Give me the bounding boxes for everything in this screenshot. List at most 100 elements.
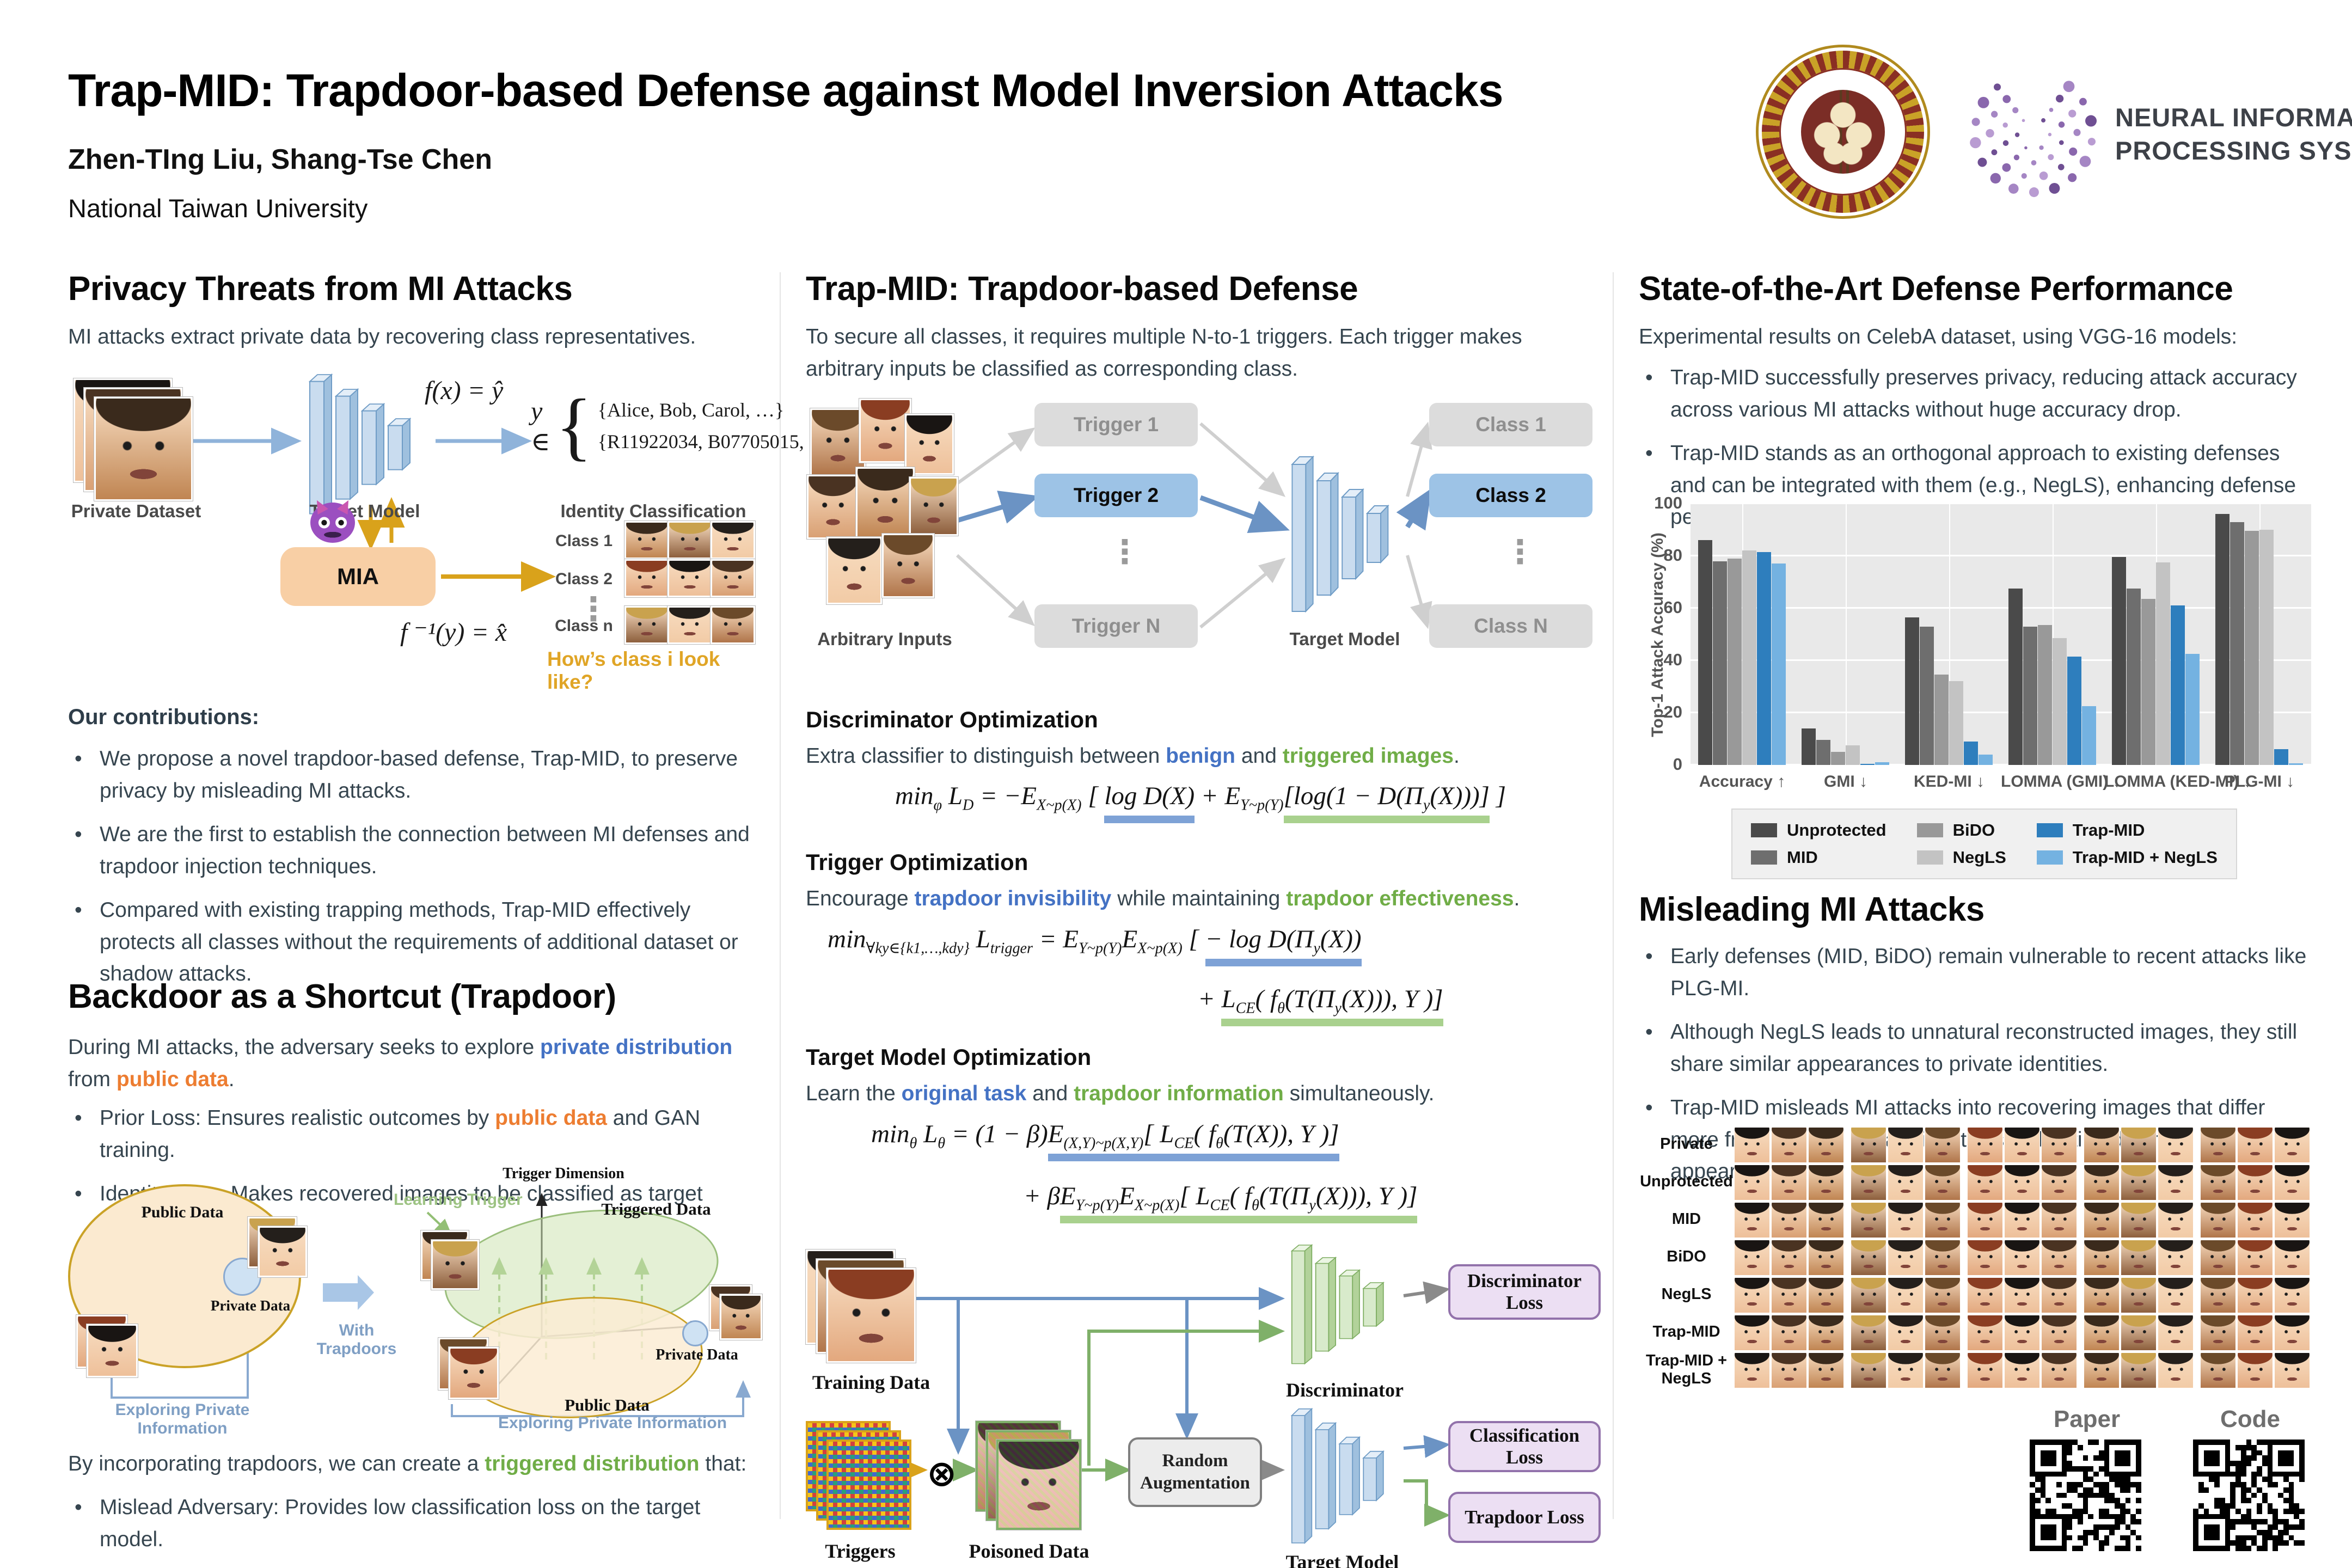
trapmid-intro: To secure all classes, it requires multi…	[806, 325, 1522, 381]
trigger2-box: Trigger 2	[1034, 474, 1198, 517]
contributions-list: We propose a novel trapdoor-based defens…	[68, 743, 759, 1002]
discriminator-equation: minφ LD = −EX~p(X) [ log D(X) + EY~p(Y)[…	[806, 781, 1595, 823]
grid-face-image	[2004, 1352, 2040, 1388]
bar-BiDO	[2038, 625, 2052, 765]
grid-face-image	[1888, 1202, 1924, 1238]
grid-row: BiDO	[1639, 1240, 2318, 1276]
faces-private-right	[709, 1285, 762, 1340]
bar-Trap-MID	[1964, 741, 1978, 765]
grid-face-image	[2084, 1165, 2120, 1200]
face-image	[859, 399, 911, 463]
training-data-label: Training Data	[812, 1371, 930, 1393]
grid-face-image	[1925, 1202, 1961, 1238]
contribution-item: We propose a novel trapdoor-based defens…	[68, 743, 759, 807]
bar-BiDO	[1831, 752, 1845, 765]
section-trapmid-heading: Trap-MID: Trapdoor-based Defense	[806, 270, 1358, 308]
grid-row-label: Private	[1660, 1135, 1713, 1153]
grid-face-image	[2274, 1127, 2310, 1163]
section-sota-heading: State-of-the-Art Defense Performance	[1639, 270, 2233, 308]
face-image	[667, 559, 712, 597]
grid-row: Private	[1639, 1127, 2318, 1163]
triggered-data-label: Triggered Data	[601, 1199, 711, 1218]
training-data-images	[806, 1250, 916, 1364]
sota-bullet: Trap-MID successfully preserves privacy,…	[1639, 362, 2318, 426]
classification-loss-box: Classification Loss	[1448, 1421, 1601, 1472]
class1-box: Class 1	[1429, 403, 1592, 446]
face-image	[710, 559, 755, 597]
legend-item: MID	[1751, 848, 1886, 867]
y-tick-label: 80	[1663, 546, 1682, 565]
grid-row: Trap-MID + NegLS	[1639, 1352, 2318, 1388]
grid-row-label: Trap-MID	[1652, 1323, 1720, 1341]
grid-face-image	[2158, 1202, 2194, 1238]
bar-MID	[2127, 589, 2141, 765]
grid-face-image	[2158, 1127, 2194, 1163]
grid-face-image	[1808, 1127, 1844, 1163]
neurips-logo-text: NEURAL INFORMATION PROCESSING SYSTEMS	[2115, 101, 2352, 167]
face-image	[826, 537, 882, 604]
grid-face-image	[2121, 1277, 2157, 1313]
class2-label: Class 2	[555, 570, 613, 588]
sota-intro: Experimental results on CelebA dataset, …	[1639, 325, 2238, 348]
grid-face-image	[1851, 1127, 1886, 1163]
grid-face-image	[2200, 1277, 2236, 1313]
grid-face-image	[2158, 1277, 2194, 1313]
bar-Trap-MID	[2171, 605, 2185, 765]
x-tick-label: LOMMA (GMI) ↓	[2001, 773, 2121, 791]
trigger-equation-line2: + LCE( fθ(T(Πy(X))), Y )]	[1198, 984, 1590, 1026]
grid-face-image	[1967, 1202, 2003, 1238]
grid-row: NegLS	[1639, 1277, 2318, 1313]
private-data-label2: Private Data	[656, 1346, 738, 1363]
grid-face-image	[2041, 1352, 2077, 1388]
grid-face-image	[1925, 1315, 1961, 1351]
grid-face-image	[2041, 1277, 2077, 1313]
faces-public-left	[76, 1315, 139, 1377]
bar-Unprotected	[1905, 617, 1919, 765]
grid-face-image	[2237, 1315, 2273, 1351]
grid-face-image	[1967, 1277, 2003, 1313]
grid-face-image	[2004, 1165, 2040, 1200]
grid-face-image	[2084, 1315, 2120, 1351]
public-data-label2: Public Data	[565, 1395, 650, 1414]
grid-row-label: MID	[1671, 1210, 1701, 1228]
bar-Trap-MID	[2067, 656, 2081, 765]
intro-text: .	[228, 1067, 235, 1091]
chart-legend: Unprotected MID BiDO NegLS Trap-MID Trap-MID …	[1731, 808, 2237, 879]
grid-face-image	[2041, 1165, 2077, 1200]
grid-face-image	[2121, 1165, 2157, 1200]
grid-face-image	[2041, 1240, 2077, 1276]
column-divider-left	[780, 272, 781, 1519]
grid-face-image	[2237, 1240, 2273, 1276]
faces-public-right	[248, 1217, 308, 1277]
contribution-item: We are the first to establish the connec…	[68, 819, 759, 883]
trigger-opt-heading: Trigger Optimization	[806, 849, 1028, 875]
grid-face-image	[2004, 1315, 2040, 1351]
grid-face-image	[2200, 1315, 2236, 1351]
y-tick-label: 0	[1673, 755, 1682, 774]
grid-face-image	[1808, 1240, 1844, 1276]
identity-set-ids: {R11922034, B07705015, …}	[597, 431, 838, 452]
grid-face-image	[2200, 1352, 2236, 1388]
face-image	[667, 606, 712, 644]
paper-qr-block: Paper	[2030, 1406, 2144, 1551]
y-axis-label: Top-1 Attack Accuracy (%)	[1649, 532, 1667, 737]
bar-Trap-MID + NegLS	[2082, 706, 2096, 765]
bar-NegLS	[1742, 550, 1756, 765]
learning-trigger-label: Learning Trigger	[394, 1191, 523, 1209]
grid-face-image	[1888, 1165, 1924, 1200]
legend-item: NegLS	[1916, 848, 2006, 867]
bar-MID	[2023, 626, 2037, 765]
face-image	[624, 559, 669, 597]
misleading-bullet: Early defenses (MID, BiDO) remain vulner…	[1639, 941, 2318, 1004]
discriminator-opt-desc: Extra classifier to distinguish between …	[806, 744, 1460, 768]
grid-face-image	[2200, 1127, 2236, 1163]
class2-faces	[624, 559, 755, 597]
bar-BiDO	[1934, 675, 1949, 765]
affiliation: National Taiwan University	[68, 194, 368, 223]
trigger-class-diagram: Arbitrary Inputs Trigger 1 Trigger 2 ⋮ T…	[806, 392, 1595, 686]
bar-NegLS	[1846, 745, 1860, 765]
faces-triggered	[421, 1230, 481, 1290]
grid-face-image	[1808, 1315, 1844, 1351]
target-model-opt-heading: Target Model Optimization	[806, 1044, 1092, 1070]
brace-glyph: {	[555, 384, 592, 468]
